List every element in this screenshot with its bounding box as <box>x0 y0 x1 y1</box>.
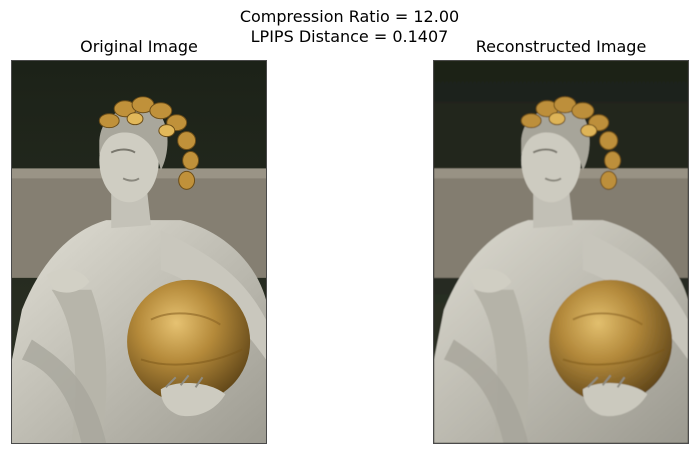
lpips-distance-label: LPIPS Distance = 0.1407 <box>250 27 449 46</box>
statue-photo-reconstructed <box>434 61 688 443</box>
statue-photo-original <box>12 61 266 443</box>
compression-ratio-label: Compression Ratio = 12.00 <box>239 7 460 26</box>
figure-title: Compression Ratio = 12.00 LPIPS Distance… <box>0 7 699 47</box>
original-image <box>11 60 267 444</box>
reconstructed-image <box>433 60 689 444</box>
reconstructed-image-title: Reconstructed Image <box>475 37 647 56</box>
original-image-title: Original Image <box>80 37 198 56</box>
